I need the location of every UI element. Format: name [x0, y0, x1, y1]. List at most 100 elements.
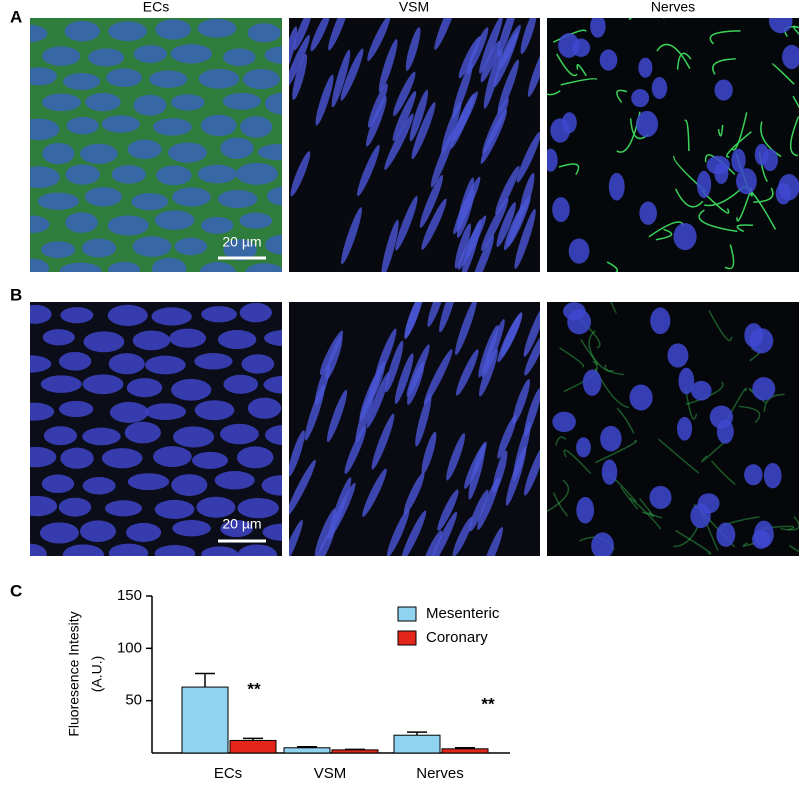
nucleus [411, 101, 436, 160]
nucleus [133, 45, 168, 63]
nucleus [108, 353, 145, 375]
nucleus [30, 118, 60, 141]
nucleus [456, 190, 475, 238]
fiber [588, 329, 599, 366]
fiber [736, 186, 753, 222]
nucleus [677, 416, 693, 441]
nucleus [404, 302, 422, 338]
nucleus [639, 201, 657, 225]
fiber [780, 516, 799, 531]
nucleus [497, 59, 519, 114]
nucleus [241, 354, 275, 374]
fiber [560, 78, 598, 86]
nucleus [516, 131, 540, 183]
fiber [789, 116, 799, 157]
nucleus [236, 162, 278, 185]
fiber [704, 154, 736, 175]
nucleus [30, 67, 57, 86]
nucleus [82, 374, 124, 395]
fiber [580, 339, 614, 372]
nucleus [58, 497, 92, 517]
significance: ** [481, 694, 495, 713]
fiber [559, 347, 585, 368]
nucleus [469, 489, 489, 532]
fiber [606, 261, 618, 272]
nucleus [201, 216, 234, 234]
nucleus [314, 508, 336, 556]
nucleus [293, 18, 313, 51]
nucleus [355, 387, 375, 443]
nucleus [30, 543, 47, 556]
nucleus [768, 18, 793, 34]
nucleus [201, 306, 237, 323]
nucleus [66, 116, 99, 135]
nucleus [638, 57, 653, 78]
nucleus [124, 421, 161, 444]
nucleus [108, 261, 141, 272]
fiber [708, 310, 733, 342]
nucleus [30, 166, 60, 189]
nucleus [483, 48, 503, 109]
nucleus [62, 544, 105, 556]
nucleus [58, 351, 92, 371]
nucleus [673, 223, 697, 251]
nucleus [576, 496, 595, 524]
nucleus [265, 425, 282, 446]
fiber [753, 187, 774, 203]
nucleus [419, 174, 444, 228]
nucleus [495, 165, 520, 215]
nucleus [403, 472, 425, 515]
nucleus [392, 90, 417, 142]
nucleus [169, 328, 207, 348]
nucleus [198, 68, 240, 89]
nucleus [366, 96, 387, 147]
nucleus [239, 302, 272, 323]
nucleus [496, 202, 516, 248]
nucleus [563, 302, 586, 321]
image-background [547, 18, 799, 272]
nucleus [264, 46, 282, 64]
nucleus [82, 427, 121, 446]
nucleus [132, 330, 171, 351]
nucleus [315, 74, 334, 126]
nucleus [763, 462, 782, 489]
nucleus [80, 143, 118, 164]
nucleus [39, 522, 79, 544]
x-tick-label: ECs [214, 765, 242, 780]
nucleus [547, 148, 558, 172]
bar [331, 749, 379, 754]
nucleus [37, 192, 79, 210]
nucleus [200, 114, 237, 137]
nucleus [636, 110, 659, 138]
nucleus [111, 165, 146, 184]
nucleus [754, 143, 769, 166]
nucleus [247, 23, 281, 43]
nucleus [552, 411, 576, 433]
fiber [554, 436, 567, 446]
nucleus [220, 520, 253, 538]
error-bar [243, 737, 263, 741]
nucleus [341, 207, 362, 265]
nucleus [237, 544, 278, 556]
nucleus [222, 92, 262, 110]
nucleus [132, 236, 172, 257]
nucleus [590, 18, 606, 38]
nucleus [481, 319, 505, 378]
fiber [738, 405, 761, 424]
fiber [604, 364, 624, 376]
fiber [629, 497, 662, 530]
nucleus [30, 355, 52, 373]
nucleus [381, 219, 399, 272]
nucleus [697, 493, 720, 514]
nucleus [651, 76, 668, 100]
nucleus [106, 68, 142, 87]
nucleus [168, 142, 208, 163]
nucleus [362, 468, 387, 517]
nucleus [171, 94, 205, 111]
nucleus [151, 307, 192, 326]
nucleus [240, 116, 273, 138]
nucleus [267, 186, 282, 206]
fiber [595, 440, 638, 464]
y-tick-label: 100 [117, 639, 142, 656]
nucleus [649, 485, 672, 510]
